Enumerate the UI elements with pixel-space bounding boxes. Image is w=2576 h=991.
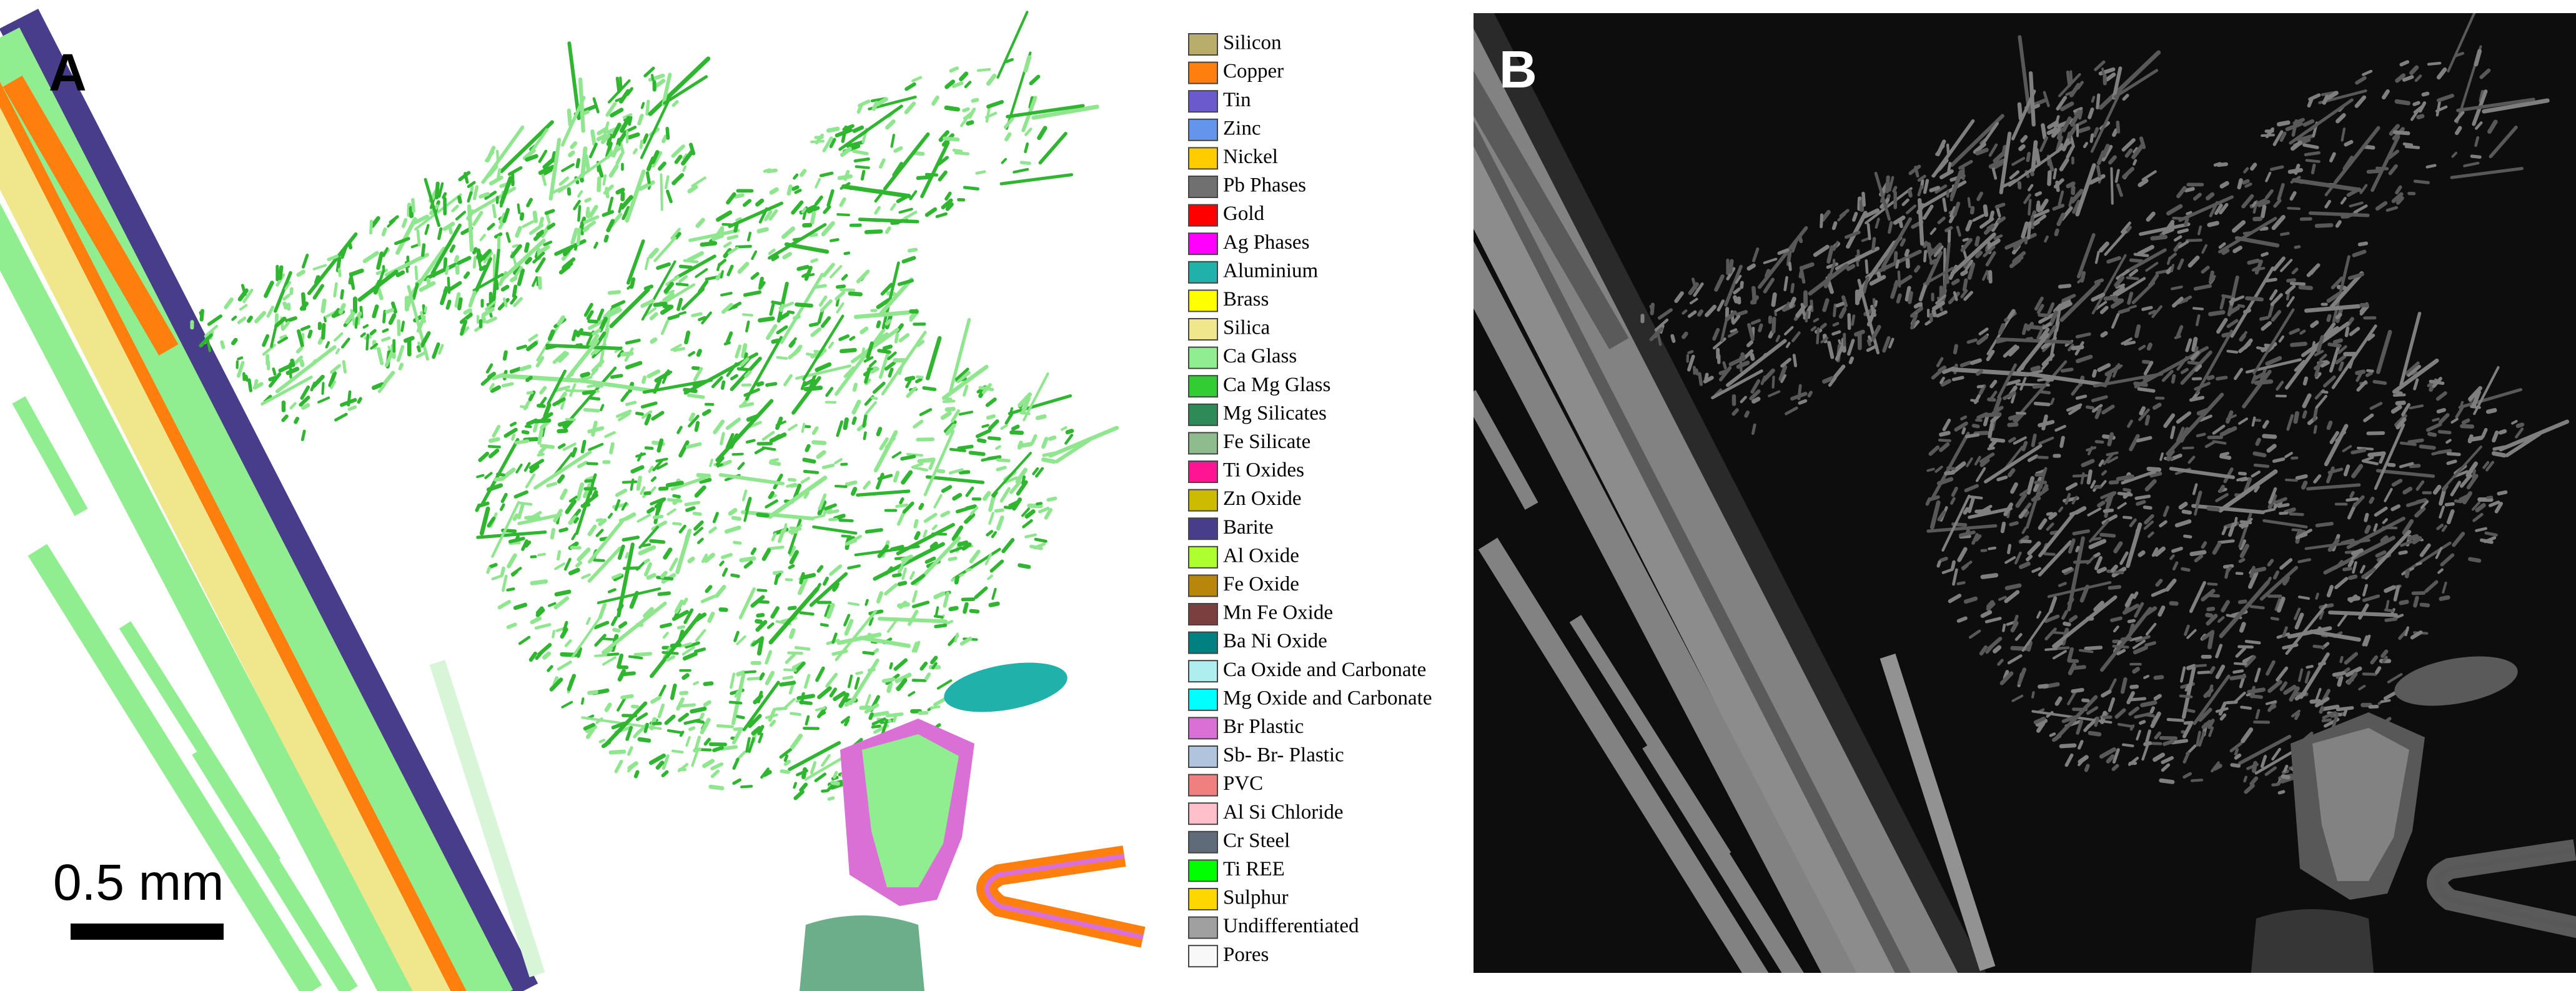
legend-label: Fe Silicate xyxy=(1223,431,1310,453)
legend-swatch xyxy=(1188,232,1218,256)
legend-swatch xyxy=(1188,830,1218,854)
legend-swatch xyxy=(1188,33,1218,56)
legend-swatch xyxy=(1188,945,1218,968)
legend-label: Barite xyxy=(1223,516,1274,539)
legend-label: Mn Fe Oxide xyxy=(1223,602,1333,624)
legend-swatch xyxy=(1188,147,1218,170)
legend-label: Zinc xyxy=(1223,117,1261,139)
legend-label: Ca Mg Glass xyxy=(1223,374,1330,396)
legend-label: Tin xyxy=(1223,89,1251,111)
legend-swatch xyxy=(1188,289,1218,312)
legend-swatch xyxy=(1188,631,1218,654)
legend-swatch xyxy=(1188,346,1218,369)
legend-label: Brass xyxy=(1223,288,1269,311)
legend-swatch xyxy=(1188,545,1218,569)
legend-swatch xyxy=(1188,403,1218,426)
legend-label: Aluminium xyxy=(1223,259,1319,282)
legend-swatch xyxy=(1188,916,1218,939)
legend-label: Br Plastic xyxy=(1223,715,1304,738)
legend-label: Cr Steel xyxy=(1223,829,1290,852)
legend-swatch xyxy=(1188,118,1218,141)
legend-swatch xyxy=(1188,204,1218,227)
legend-swatch xyxy=(1188,660,1218,683)
legend-label: Al Si Chloride xyxy=(1223,801,1344,824)
legend-swatch xyxy=(1188,574,1218,597)
legend-label: Ba Ni Oxide xyxy=(1223,630,1327,652)
legend-label: Copper xyxy=(1223,60,1284,82)
legend-swatch xyxy=(1188,375,1218,398)
legend-swatch xyxy=(1188,318,1218,341)
legend-label: Undifferentiated xyxy=(1223,915,1359,937)
legend-label: Silicon xyxy=(1223,32,1282,54)
legend-label: Zn Oxide xyxy=(1223,487,1302,510)
legend-label: Nickel xyxy=(1223,146,1278,168)
legend-label: Fe Oxide xyxy=(1223,573,1299,595)
panel-a-map xyxy=(0,12,1143,991)
legend-swatch xyxy=(1188,802,1218,825)
panel-label: A xyxy=(49,43,87,102)
legend-label: Ti Oxides xyxy=(1223,459,1304,482)
legend-label: Ag Phases xyxy=(1223,231,1309,254)
panel-label: B xyxy=(1499,40,1537,99)
legend-swatch xyxy=(1188,745,1218,768)
legend-swatch xyxy=(1188,774,1218,797)
legend-swatch xyxy=(1188,461,1218,483)
legend-label: Mg Oxide and Carbonate xyxy=(1223,687,1432,709)
legend-label: Gold xyxy=(1223,202,1265,225)
legend-swatch xyxy=(1188,90,1218,113)
scale-bar-label: 0.5 mm xyxy=(53,854,224,911)
legend-swatch xyxy=(1188,176,1218,198)
legend-label: PVC xyxy=(1223,772,1263,795)
legend-swatch xyxy=(1188,859,1218,882)
legend: Silicon Copper Tin Zinc Nickel Pb Phases Gold A… xyxy=(1188,32,1432,968)
legend-label: Sb- Br- Plastic xyxy=(1223,744,1344,767)
legend-swatch xyxy=(1188,489,1218,512)
legend-swatch xyxy=(1188,688,1218,711)
scale-bar xyxy=(71,924,224,940)
legend-swatch xyxy=(1188,261,1218,284)
legend-swatch xyxy=(1188,888,1218,910)
legend-label: Pb Phases xyxy=(1223,174,1306,197)
legend-label: Silica xyxy=(1223,317,1271,339)
legend-label: Sulphur xyxy=(1223,887,1289,909)
legend-swatch xyxy=(1188,61,1218,84)
legend-label: Pores xyxy=(1223,944,1269,966)
legend-swatch xyxy=(1188,432,1218,455)
legend-label: Al Oxide xyxy=(1223,544,1299,567)
legend-label: Mg Silicates xyxy=(1223,402,1327,424)
legend-swatch xyxy=(1188,517,1218,540)
legend-swatch xyxy=(1188,603,1218,625)
legend-label: Ca Glass xyxy=(1223,345,1297,367)
legend-label: Ti REE xyxy=(1223,858,1285,880)
legend-label: Ca Oxide and Carbonate xyxy=(1223,659,1426,681)
legend-swatch xyxy=(1188,717,1218,740)
